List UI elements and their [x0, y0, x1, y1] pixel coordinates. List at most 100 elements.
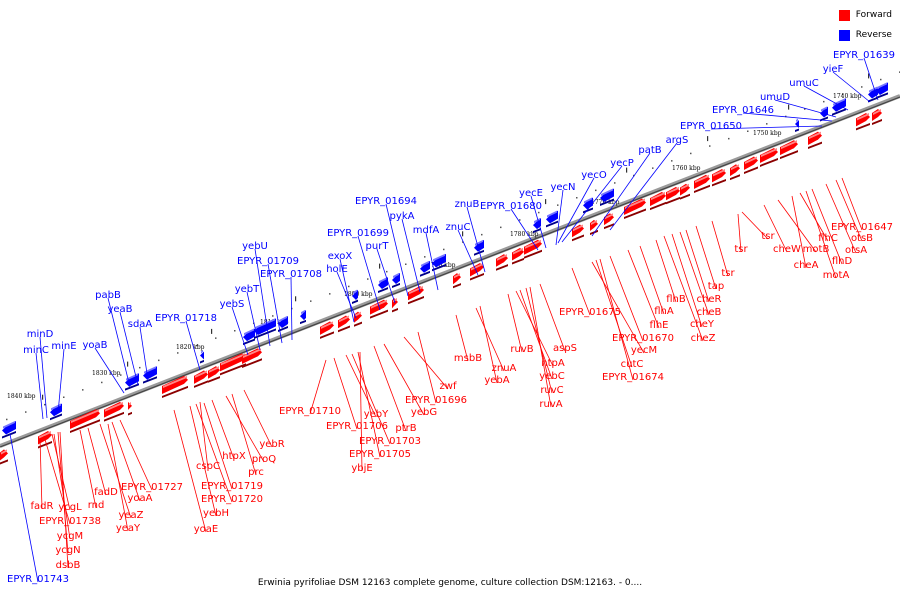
leader-line — [173, 409, 207, 533]
gene-label: EPYR_01720 — [201, 494, 263, 505]
reverse-gene — [125, 373, 139, 391]
forward-gene — [496, 254, 508, 271]
forward-gene — [872, 109, 882, 125]
reverse-gene — [474, 239, 484, 256]
gene-label: pabB — [95, 290, 121, 301]
guide-dot — [652, 167, 654, 169]
reverse-gene — [243, 328, 255, 346]
guide-dot — [158, 359, 160, 362]
forward-gene — [856, 112, 870, 131]
tick-mark — [707, 136, 709, 142]
gene-label: ybjE — [351, 463, 372, 474]
gene-label: cheY — [690, 319, 715, 330]
guide-dot — [614, 182, 616, 184]
gene-label: zwf — [440, 381, 457, 392]
reverse-gene — [278, 316, 288, 332]
gene-label: minC — [23, 345, 49, 356]
leader-line — [742, 112, 833, 122]
reverse-gene — [352, 289, 358, 304]
gene-label: sdaA — [128, 319, 153, 330]
gene-label: yecO — [581, 170, 607, 181]
leader-line — [479, 305, 498, 384]
gene-label: proQ — [252, 454, 276, 465]
leader-line — [571, 267, 591, 316]
forward-gene — [730, 164, 740, 181]
leader-line — [231, 306, 249, 356]
genome-backbone — [0, 94, 900, 448]
gene-label: yeaB — [107, 304, 132, 315]
gene-label: flhD — [832, 256, 853, 267]
gene-label: yecM — [631, 345, 657, 356]
gene-label: EPYR_01675 — [559, 307, 621, 318]
guide-dot — [139, 366, 141, 369]
leader-line — [119, 419, 153, 491]
forward-gene — [624, 198, 646, 220]
forward-gene — [780, 140, 798, 160]
legend: Forward Reverse — [838, 8, 892, 48]
leader-line — [39, 336, 48, 419]
gene-label: mdfA — [413, 225, 440, 236]
guide-dot — [120, 374, 122, 376]
reverse-gene — [2, 421, 16, 439]
reverse-gene — [254, 318, 276, 339]
gene-label: otsB — [851, 233, 873, 244]
forward-gene — [354, 311, 362, 327]
leader-line — [466, 206, 486, 273]
gene-label: flhC — [818, 233, 838, 244]
leader-line — [417, 331, 437, 404]
reverse-gene — [868, 86, 878, 103]
gene-label: EPYR_01710 — [279, 406, 341, 417]
gene-label: cutC — [621, 359, 644, 370]
gene-label: yebU — [242, 241, 268, 252]
leader-line — [401, 218, 421, 293]
leader-line — [529, 286, 552, 408]
reverse-gene — [300, 309, 306, 325]
forward-gene — [666, 186, 680, 205]
forward-gene — [470, 263, 484, 281]
guide-dot — [82, 389, 84, 391]
guide-dot — [842, 93, 844, 96]
forward-gene — [760, 147, 778, 167]
leader-line — [99, 423, 132, 519]
tick-mark — [462, 231, 464, 237]
leader-line — [359, 351, 363, 472]
legend-reverse: Reverse — [838, 28, 892, 42]
reverse-gene — [420, 260, 430, 277]
forward-gene — [70, 409, 100, 433]
leader-line — [695, 225, 717, 290]
forward-gene — [694, 174, 710, 193]
forward-gene — [0, 449, 8, 465]
reverse-gene — [200, 349, 204, 364]
leader-line — [107, 297, 131, 388]
guide-dot — [557, 204, 559, 206]
gene-label: otsA — [845, 245, 867, 256]
tick-label: 1780 kbp — [510, 231, 539, 238]
gene-label: EPYR_01670 — [612, 333, 674, 344]
leader-line — [539, 283, 566, 352]
leader-line — [357, 235, 381, 311]
leader-line — [799, 192, 829, 242]
gene-label: flhB — [666, 294, 686, 305]
gene-label: EPYR_01680 — [480, 201, 542, 212]
gene-label: yoaB — [82, 340, 107, 351]
leader-line — [333, 357, 358, 430]
forward-gene — [162, 375, 188, 398]
legend-forward-label: Forward — [855, 10, 892, 20]
gene-label: ptrB — [395, 423, 416, 434]
forward-gene — [680, 183, 690, 200]
gene-label: pykA — [390, 211, 415, 222]
leader-line — [530, 195, 547, 249]
leader-line — [357, 351, 381, 458]
gene-label: EPYR_01709 — [237, 256, 299, 267]
tick-label: 1760 kbp — [672, 165, 701, 172]
reverse-gene — [876, 82, 888, 99]
gene-label: msbB — [454, 353, 482, 364]
gene-label: znuB — [455, 199, 480, 210]
tick-label: 1840 kbp — [7, 393, 36, 400]
reverse-gene — [546, 210, 558, 228]
gene-label: EPYR_01738 — [39, 516, 101, 527]
gene-label: yebT — [235, 284, 260, 295]
leader-line — [246, 291, 261, 351]
tick-mark — [545, 199, 547, 205]
